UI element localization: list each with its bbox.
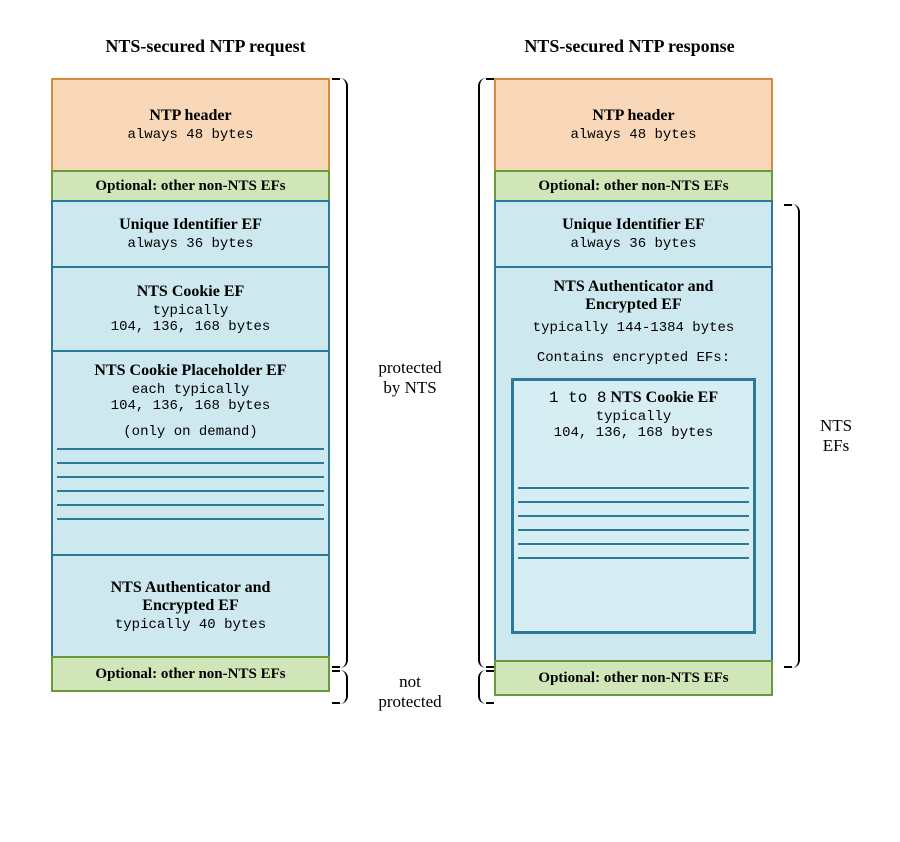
block-title: Unique Identifier EF: [119, 216, 262, 234]
block-subtitle: always 48 bytes: [127, 127, 253, 143]
block-optional-top: Optional: other non-NTS EFs: [51, 170, 330, 202]
block-ntp-header: NTP header always 48 bytes: [494, 78, 773, 172]
bracket-notprot-left: [338, 670, 348, 704]
inner-title: 1 to 8 NTS Cookie EF: [549, 389, 718, 407]
block-subtitle-b: 104, 136, 168 bytes: [111, 319, 271, 335]
block-auth-ef: NTS Authenticator and Encrypted EF typic…: [51, 554, 330, 658]
label-nts-efs: NTS EFs: [806, 416, 866, 456]
block-optional-bot: Optional: other non-NTS EFs: [494, 660, 773, 696]
block-title: Unique Identifier EF: [562, 216, 705, 234]
inner-lines: [518, 487, 750, 571]
label-protected: protected by NTS: [358, 358, 462, 398]
right-stack: NTP header always 48 bytes Optional: oth…: [494, 78, 773, 696]
bracket-notprot-right: [478, 670, 488, 704]
block-title: NTS Cookie EF: [137, 283, 245, 301]
block-title: NTP header: [592, 107, 674, 125]
block-title: NTS Cookie Placeholder EF: [94, 362, 286, 380]
bracket-protected-left: [338, 78, 348, 668]
bracket-nts-efs: [790, 204, 800, 668]
placeholder-lines: [57, 448, 324, 532]
inner-sub: typically: [596, 409, 672, 425]
diagram-canvas: NTS-secured NTP request NTS-secured NTP …: [0, 0, 900, 842]
block-title: Optional: other non-NTS EFs: [538, 178, 728, 195]
block-subtitle-2: Contains encrypted EFs:: [537, 350, 730, 366]
block-optional-top: Optional: other non-NTS EFs: [494, 170, 773, 202]
block-title-b: Encrypted EF: [142, 597, 238, 615]
right-column-title: NTS-secured NTP response: [490, 36, 769, 57]
left-column-title: NTS-secured NTP request: [66, 36, 345, 57]
block-subtitle-b: 104, 136, 168 bytes: [111, 398, 271, 414]
block-title: NTS Authenticator and: [111, 579, 271, 597]
block-subtitle: always 36 bytes: [127, 236, 253, 252]
inner-sub-b: 104, 136, 168 bytes: [554, 425, 714, 441]
block-uid-ef: Unique Identifier EF always 36 bytes: [494, 200, 773, 268]
label-not-protected: not protected: [360, 672, 460, 712]
block-title: Optional: other non-NTS EFs: [538, 670, 728, 687]
block-optional-bot: Optional: other non-NTS EFs: [51, 656, 330, 692]
block-cookie-placeholder-ef: NTS Cookie Placeholder EF each typically…: [51, 350, 330, 556]
block-subtitle: typically 144-1384 bytes: [533, 320, 735, 336]
inner-cookie-box: 1 to 8 NTS Cookie EF typically 104, 136,…: [511, 378, 757, 634]
block-title: Optional: other non-NTS EFs: [95, 178, 285, 195]
block-ntp-header: NTP header always 48 bytes: [51, 78, 330, 172]
block-title: NTS Authenticator and: [554, 278, 714, 296]
block-subtitle: always 36 bytes: [570, 236, 696, 252]
block-cookie-ef: NTS Cookie EF typically 104, 136, 168 by…: [51, 266, 330, 352]
block-subtitle: each typically: [132, 382, 250, 398]
block-title: Optional: other non-NTS EFs: [95, 666, 285, 683]
bracket-protected-right: [478, 78, 488, 668]
block-auth-encrypted-ef: NTS Authenticator and Encrypted EF typic…: [494, 266, 773, 662]
left-stack: NTP header always 48 bytes Optional: oth…: [51, 78, 330, 692]
block-title: NTP header: [149, 107, 231, 125]
block-subtitle: always 48 bytes: [570, 127, 696, 143]
block-subtitle: typically 40 bytes: [115, 617, 266, 633]
block-subtitle-2: (only on demand): [123, 424, 257, 440]
block-subtitle: typically: [153, 303, 229, 319]
block-title-b: Encrypted EF: [585, 296, 681, 314]
block-uid-ef: Unique Identifier EF always 36 bytes: [51, 200, 330, 268]
